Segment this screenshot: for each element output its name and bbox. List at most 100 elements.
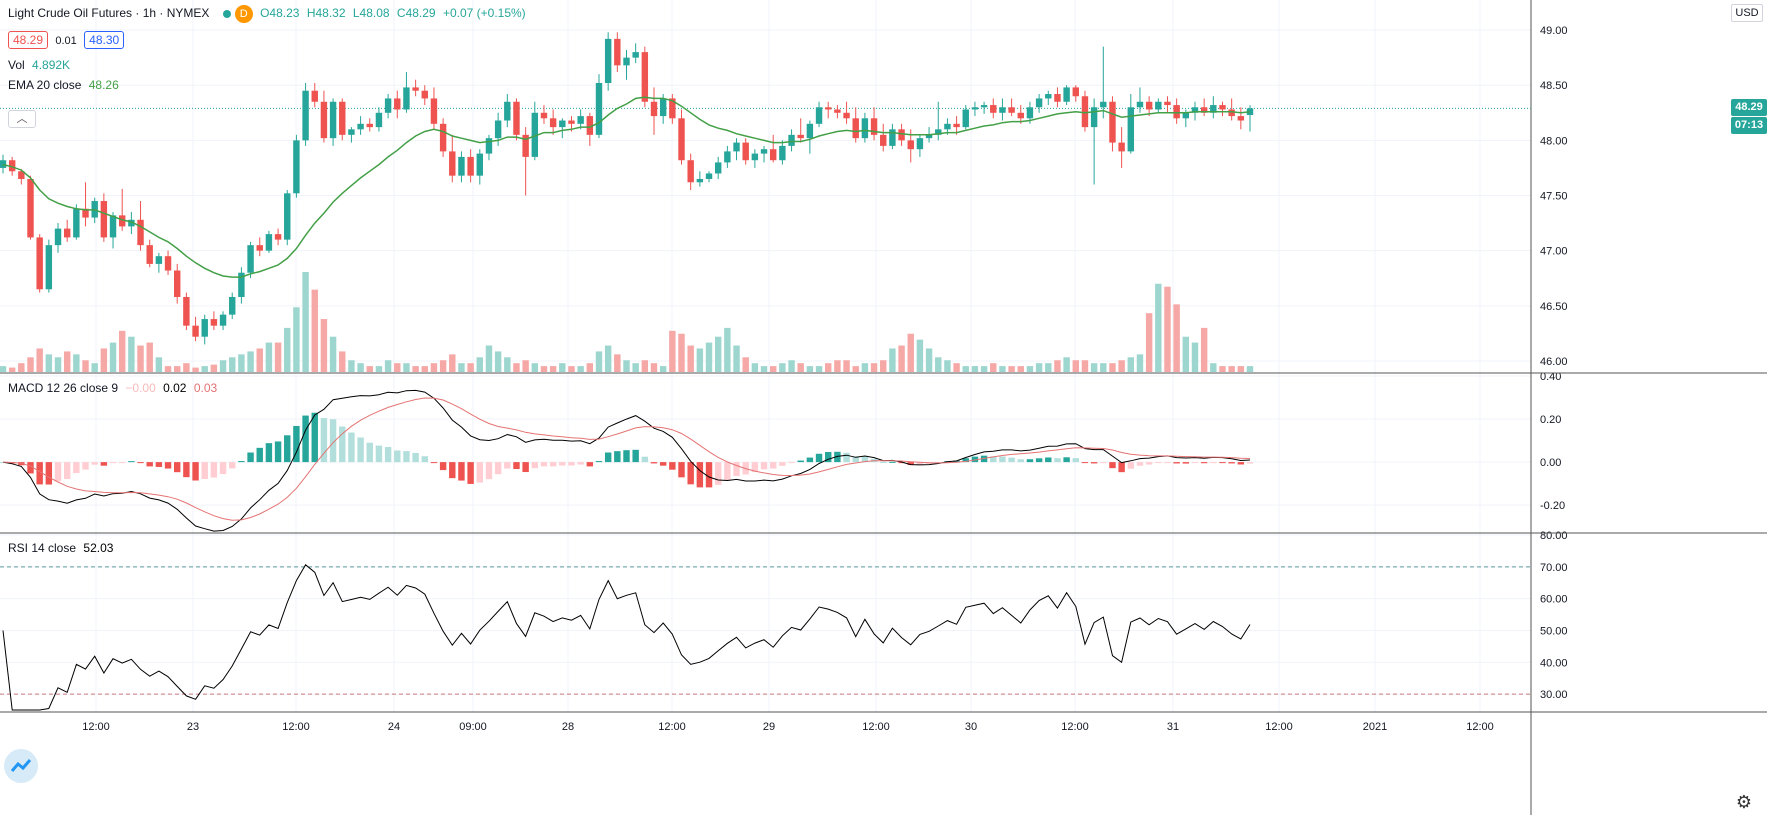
candle-body [1072, 87, 1079, 97]
volume-bar [210, 364, 218, 372]
macd-histogram-bar [1017, 459, 1024, 463]
candle-body [339, 101, 346, 135]
volume-bar [1054, 360, 1061, 372]
macd-histogram-bar [1054, 458, 1061, 463]
volume-bar [1090, 363, 1098, 372]
bid-price[interactable]: 48.29 [8, 31, 49, 49]
volume-bar [45, 354, 53, 372]
candle-body [504, 101, 511, 121]
candle-body [1246, 108, 1254, 115]
macd-histogram-bar [91, 462, 98, 465]
macd-histogram-bar [1118, 462, 1125, 473]
macd-tick-label: 0.00 [1540, 457, 1561, 469]
logo-icon[interactable] [4, 749, 38, 783]
macd-legend[interactable]: MACD 12 26 close 9 −0.00 0.02 0.03 [8, 381, 221, 395]
ohlc-change: +0.07 (+0.15%) [442, 6, 526, 21]
candle-body [669, 98, 676, 119]
macd-histogram-bar [403, 451, 410, 463]
macd-histogram-bar [219, 462, 227, 475]
gear-icon[interactable]: ⚙ [1735, 792, 1753, 812]
candle-body [137, 219, 144, 246]
candle-body [641, 52, 649, 102]
ask-price[interactable]: 48.30 [84, 31, 125, 49]
macd-histogram-bar [1109, 462, 1116, 469]
macd-histogram-bar [1045, 457, 1052, 463]
macd-histogram-bar [329, 419, 337, 463]
rsi-value: 52.03 [83, 541, 114, 555]
volume-bar [458, 363, 465, 372]
candle-body [357, 123, 364, 130]
macd-histogram-bar [696, 462, 704, 488]
bar-countdown-tag: 07:13 [1731, 117, 1767, 134]
macd-histogram-bar [210, 462, 218, 478]
macd-histogram-bar [1219, 462, 1226, 464]
volume-bar [1155, 283, 1162, 372]
candle-body [971, 107, 979, 110]
rsi-tick-label: 40.00 [1540, 657, 1568, 669]
macd-histogram-bar [311, 412, 318, 463]
candle-body [403, 87, 410, 110]
volume-legend[interactable]: Vol 4.892K [8, 58, 74, 72]
volume-bar [357, 363, 364, 372]
candle-body [1228, 109, 1235, 117]
volume-bar [8, 367, 16, 372]
candle-body [724, 151, 731, 163]
volume-bar [1136, 354, 1144, 372]
price-tick-label: 47.00 [1540, 246, 1568, 258]
candle-body [109, 215, 117, 238]
macd-tick-label: -0.20 [1540, 500, 1565, 512]
candle-body [394, 98, 401, 110]
macd-histogram-bar [1035, 458, 1043, 463]
volume-bar [421, 366, 428, 372]
time-tick-label: 12:00 [1061, 721, 1089, 733]
macd-histogram-bar [1090, 462, 1098, 464]
candle-body [696, 178, 704, 183]
time-tick-label: 12:00 [282, 721, 310, 733]
macd-histogram-bar [238, 461, 245, 463]
rsi-legend[interactable]: RSI 14 close 52.03 [8, 541, 117, 555]
volume-label: Vol [8, 58, 25, 72]
volume-bar [870, 363, 878, 372]
candle-body [1090, 107, 1098, 128]
volume-bar [733, 345, 740, 372]
macd-histogram-bar [247, 452, 254, 463]
volume-bar [843, 360, 850, 372]
candle-body [320, 101, 328, 139]
macd-histogram-bar [421, 456, 428, 463]
volume-bar [1072, 360, 1079, 372]
volume-bar [494, 351, 502, 372]
volume-bar [265, 342, 273, 372]
macd-histogram-bar [907, 462, 914, 466]
macd-histogram-bar [467, 462, 474, 484]
macd-histogram-bar [1191, 462, 1199, 464]
macd-histogram-bar [1164, 462, 1171, 464]
volume-bar [559, 363, 566, 372]
macd-histogram-bar [788, 462, 795, 464]
candle-body [999, 107, 1006, 113]
ema-legend[interactable]: EMA 20 close 48.26 [8, 78, 123, 92]
macd-label: MACD 12 26 close 9 [8, 381, 119, 395]
macd-histogram-bar [302, 415, 309, 463]
macd-histogram-bar [430, 462, 438, 464]
currency-button[interactable]: USD [1731, 4, 1763, 22]
volume-bar [164, 366, 172, 372]
candle-body [27, 178, 34, 238]
volume-bar [36, 348, 43, 372]
macd-histogram-bar [769, 462, 777, 469]
collapse-legend-button[interactable]: ︿ [8, 110, 36, 128]
volume-bar [320, 319, 328, 372]
volume-bar [430, 363, 438, 372]
time-tick-label: 12:00 [658, 721, 686, 733]
ema-label: EMA 20 close [8, 78, 82, 92]
macd-histogram-bar [733, 462, 740, 477]
volume-bar [1008, 366, 1015, 372]
macd-histogram-bar [485, 462, 493, 480]
macd-histogram-bar [586, 462, 594, 467]
macd-histogram-bar [174, 462, 181, 473]
macd-histogram-bar [623, 450, 630, 463]
volume-bar [1210, 363, 1217, 372]
macd-histogram-bar [128, 461, 135, 463]
volume-bar [595, 351, 603, 372]
volume-bar [247, 351, 254, 372]
